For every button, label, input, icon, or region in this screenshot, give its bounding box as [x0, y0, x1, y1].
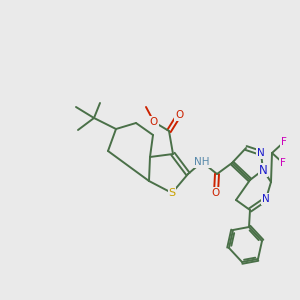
Text: S: S [168, 188, 175, 198]
Text: O: O [150, 117, 158, 127]
Text: NH: NH [194, 157, 210, 167]
Text: F: F [281, 137, 287, 147]
Text: F: F [280, 158, 286, 168]
Text: N: N [262, 194, 270, 204]
Text: N: N [257, 148, 265, 158]
Text: O: O [175, 110, 183, 120]
Text: O: O [212, 188, 220, 198]
Text: N: N [259, 164, 267, 176]
